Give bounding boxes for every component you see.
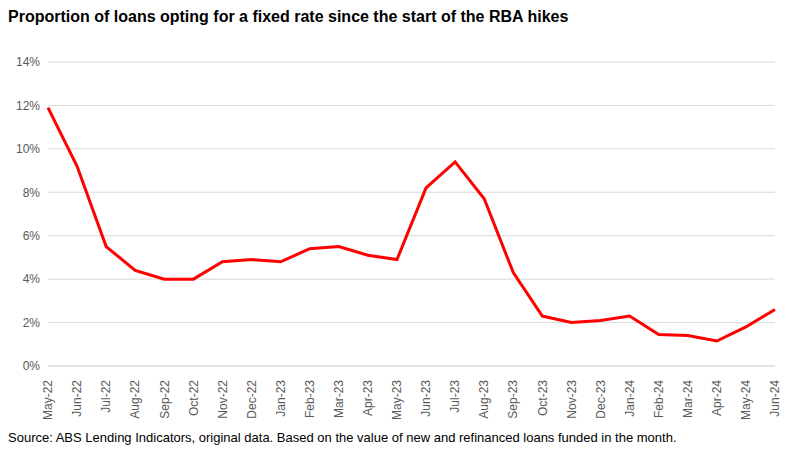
svg-text:Mar-24: Mar-24	[681, 380, 695, 418]
svg-text:Feb-24: Feb-24	[652, 380, 666, 418]
svg-text:May-23: May-23	[390, 380, 404, 420]
svg-text:Dec-22: Dec-22	[245, 380, 259, 419]
svg-text:Jan-23: Jan-23	[274, 380, 288, 417]
svg-text:Jun-24: Jun-24	[768, 380, 782, 417]
svg-text:Jul-22: Jul-22	[99, 380, 113, 413]
svg-text:Oct-23: Oct-23	[536, 380, 550, 416]
svg-text:Apr-23: Apr-23	[361, 380, 375, 416]
svg-text:Jul-23: Jul-23	[448, 380, 462, 413]
svg-text:2%: 2%	[23, 316, 41, 330]
svg-text:Feb-23: Feb-23	[303, 380, 317, 418]
svg-text:May-24: May-24	[739, 380, 753, 420]
svg-text:Nov-22: Nov-22	[216, 380, 230, 419]
svg-text:0%: 0%	[23, 359, 41, 373]
svg-text:May-22: May-22	[41, 380, 55, 420]
svg-text:12%: 12%	[16, 99, 40, 113]
svg-text:10%: 10%	[16, 142, 40, 156]
svg-text:8%: 8%	[23, 186, 41, 200]
svg-text:Aug-22: Aug-22	[128, 380, 142, 419]
svg-text:Jan-24: Jan-24	[623, 380, 637, 417]
svg-text:Jun-23: Jun-23	[419, 380, 433, 417]
svg-text:Nov-23: Nov-23	[565, 380, 579, 419]
svg-text:Aug-23: Aug-23	[477, 380, 491, 419]
html-text:Proportion of loans opting for: Proportion of loans opting for a fixed r…	[8, 8, 569, 25]
svg-text:Mar-23: Mar-23	[332, 380, 346, 418]
svg-text:Jun-22: Jun-22	[70, 380, 84, 417]
svg-text:Dec-23: Dec-23	[594, 380, 608, 419]
svg-text:Sep-22: Sep-22	[158, 380, 172, 419]
html-text:Source: ABS Lending Indicators: Source: ABS Lending Indicators, original…	[8, 430, 677, 445]
svg-text:6%: 6%	[23, 229, 41, 243]
svg-text:Sep-23: Sep-23	[506, 380, 520, 419]
svg-text:Apr-24: Apr-24	[710, 380, 724, 416]
svg-text:Oct-22: Oct-22	[187, 380, 201, 416]
svg-text:4%: 4%	[23, 272, 41, 286]
svg-text:14%: 14%	[16, 55, 40, 69]
